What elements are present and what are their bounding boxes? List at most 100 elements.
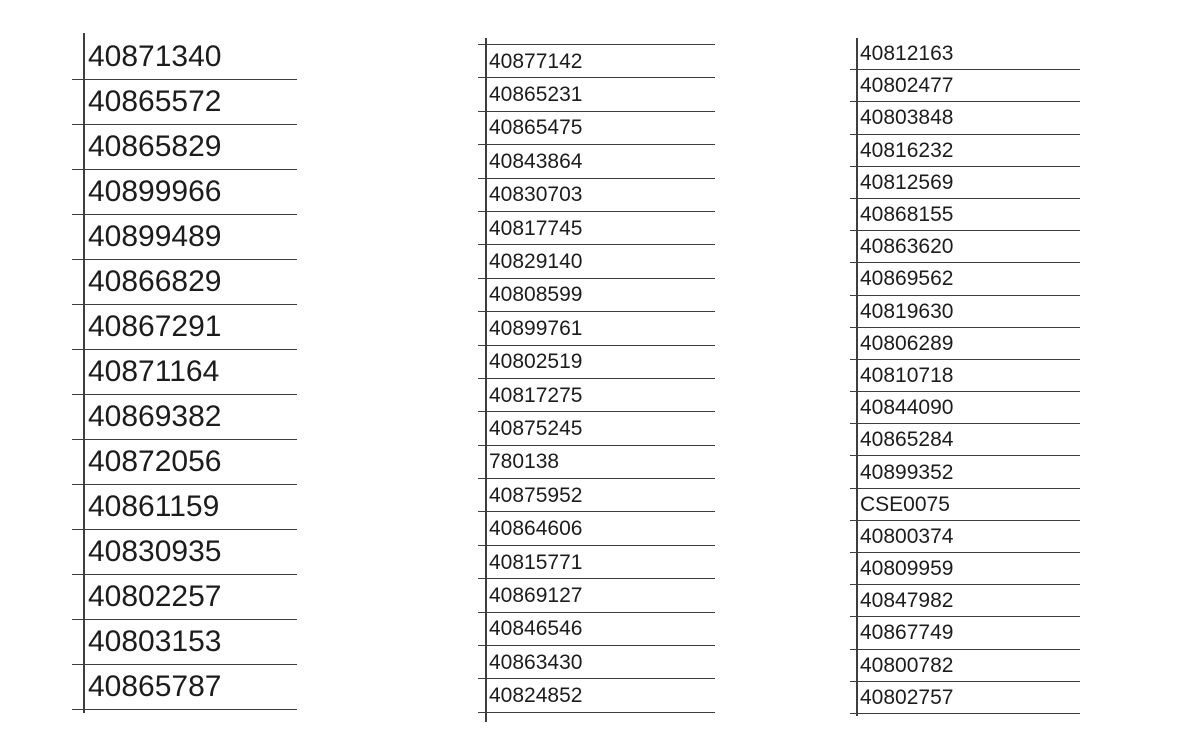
table-row: 40861159 <box>72 485 297 530</box>
table-row: 40867291 <box>72 305 297 350</box>
id-cell: 40809959 <box>860 557 954 581</box>
table-row: 40867749 <box>850 617 1080 650</box>
id-cell: 40877142 <box>489 49 583 73</box>
id-cell: 40846546 <box>489 617 583 641</box>
table-row: CSE0075 <box>850 489 1080 521</box>
id-cell: 40869382 <box>88 400 222 433</box>
table-row: 40869127 <box>478 579 715 613</box>
table-row: 40866829 <box>72 260 297 305</box>
id-cell: 40847982 <box>860 589 954 613</box>
id-cell: 40869562 <box>860 267 954 291</box>
id-cell: 40861159 <box>88 490 220 523</box>
id-cell: 40800374 <box>860 524 954 548</box>
table-row: 40868155 <box>850 199 1080 232</box>
table-2-left-rule <box>485 38 487 722</box>
table-row: 40871164 <box>72 350 297 395</box>
id-cell: 40863430 <box>489 650 583 674</box>
table-row: 40871340 <box>72 35 297 80</box>
id-cell: 40899761 <box>489 316 583 340</box>
id-cell: 40829140 <box>489 250 583 274</box>
table-row: 40869382 <box>72 395 297 440</box>
id-cell: 40802257 <box>88 580 222 613</box>
table-row: 40865284 <box>850 424 1080 457</box>
id-cell: 40899966 <box>88 175 222 208</box>
table-row: 40802477 <box>850 70 1080 103</box>
table-row: 40863620 <box>850 231 1080 264</box>
table-row: 40875245 <box>478 412 715 446</box>
id-cell: CSE0075 <box>860 492 950 516</box>
id-cell: 40816232 <box>860 138 954 162</box>
table-row: 40817745 <box>478 212 715 246</box>
table-row: 40843864 <box>478 145 715 179</box>
id-cell: 40810718 <box>860 363 954 387</box>
id-cell: 40806289 <box>860 331 954 355</box>
table-row: 40819630 <box>850 296 1080 328</box>
id-cell: 40802477 <box>860 74 954 98</box>
id-cell: 40812569 <box>860 170 954 194</box>
id-cell: 40812163 <box>860 42 954 66</box>
table-row: 40824852 <box>478 679 715 713</box>
table-row: 40800782 <box>850 650 1080 682</box>
table-row: 40829140 <box>478 245 715 279</box>
table-row: 40865231 <box>478 78 715 112</box>
id-cell: 40802757 <box>860 685 954 709</box>
table-row: 40844090 <box>850 392 1080 425</box>
table-row: 40810718 <box>850 360 1080 393</box>
id-cell: 40817745 <box>489 216 583 240</box>
table-row: 40863430 <box>478 646 715 680</box>
id-table-1: 40871340 40865572 40865829 40899966 4089… <box>72 33 297 713</box>
table-1-left-rule <box>83 33 85 713</box>
id-cell: 40866829 <box>88 265 222 298</box>
id-cell: 40803153 <box>88 625 222 658</box>
id-cell: 40865475 <box>489 116 583 140</box>
id-cell: 40844090 <box>860 396 954 420</box>
id-cell: 40875245 <box>489 416 583 440</box>
table-row: 40865475 <box>478 112 715 146</box>
id-cell: 40875952 <box>489 483 583 507</box>
table-row: 40869562 <box>850 263 1080 296</box>
id-cell: 40865829 <box>88 130 222 163</box>
id-cell: 40863620 <box>860 235 954 259</box>
table-row: 40899352 <box>850 456 1080 489</box>
table-row: 40899761 <box>478 312 715 346</box>
table-row: 40808599 <box>478 279 715 313</box>
table-2-rows: 40877142 40865231 40865475 40843864 4083… <box>478 44 715 713</box>
table-row: 780138 <box>478 446 715 480</box>
id-cell: 40830935 <box>88 535 222 568</box>
id-cell: 40808599 <box>489 283 583 307</box>
id-cell: 40871340 <box>88 40 222 73</box>
id-cell: 40865231 <box>489 83 583 107</box>
id-cell: 40803848 <box>860 106 954 130</box>
table-row: 40812163 <box>850 38 1080 71</box>
id-cell: 40864606 <box>489 517 583 541</box>
id-cell: 40865284 <box>860 428 954 452</box>
table-row: 40817275 <box>478 379 715 413</box>
id-cell: 40899352 <box>860 460 954 484</box>
id-cell: 40843864 <box>489 149 583 173</box>
id-cell: 40869127 <box>489 583 583 607</box>
id-table-3: 40812163 40802477 40803848 40816232 4081… <box>850 38 1080 716</box>
table-row: 40865572 <box>72 80 297 125</box>
id-cell: 40872056 <box>88 445 222 478</box>
id-cell: 40815771 <box>489 550 583 574</box>
id-cell: 40819630 <box>860 299 954 323</box>
table-row: 40806289 <box>850 328 1080 360</box>
id-cell: 40868155 <box>860 203 954 227</box>
id-cell: 40865787 <box>88 670 222 703</box>
table-row: 40846546 <box>478 613 715 647</box>
id-cell: 40867749 <box>860 621 954 645</box>
table-3-rows: 40812163 40802477 40803848 40816232 4081… <box>850 38 1080 714</box>
table-row: 40875952 <box>478 479 715 513</box>
table-row: 40802519 <box>478 346 715 379</box>
table-row: 40877142 <box>478 45 715 79</box>
table-row: 40802257 <box>72 575 297 620</box>
id-cell: 40830703 <box>489 183 583 207</box>
id-table-2: 40877142 40865231 40865475 40843864 4083… <box>478 38 715 722</box>
table-row: 40865829 <box>72 125 297 170</box>
id-cell: 40824852 <box>489 684 583 708</box>
table-row: 40872056 <box>72 440 297 485</box>
table-row: 40899966 <box>72 170 297 215</box>
table-row: 40802757 <box>850 682 1080 714</box>
table-row: 40809959 <box>850 553 1080 586</box>
id-cell: 40899489 <box>88 220 222 253</box>
